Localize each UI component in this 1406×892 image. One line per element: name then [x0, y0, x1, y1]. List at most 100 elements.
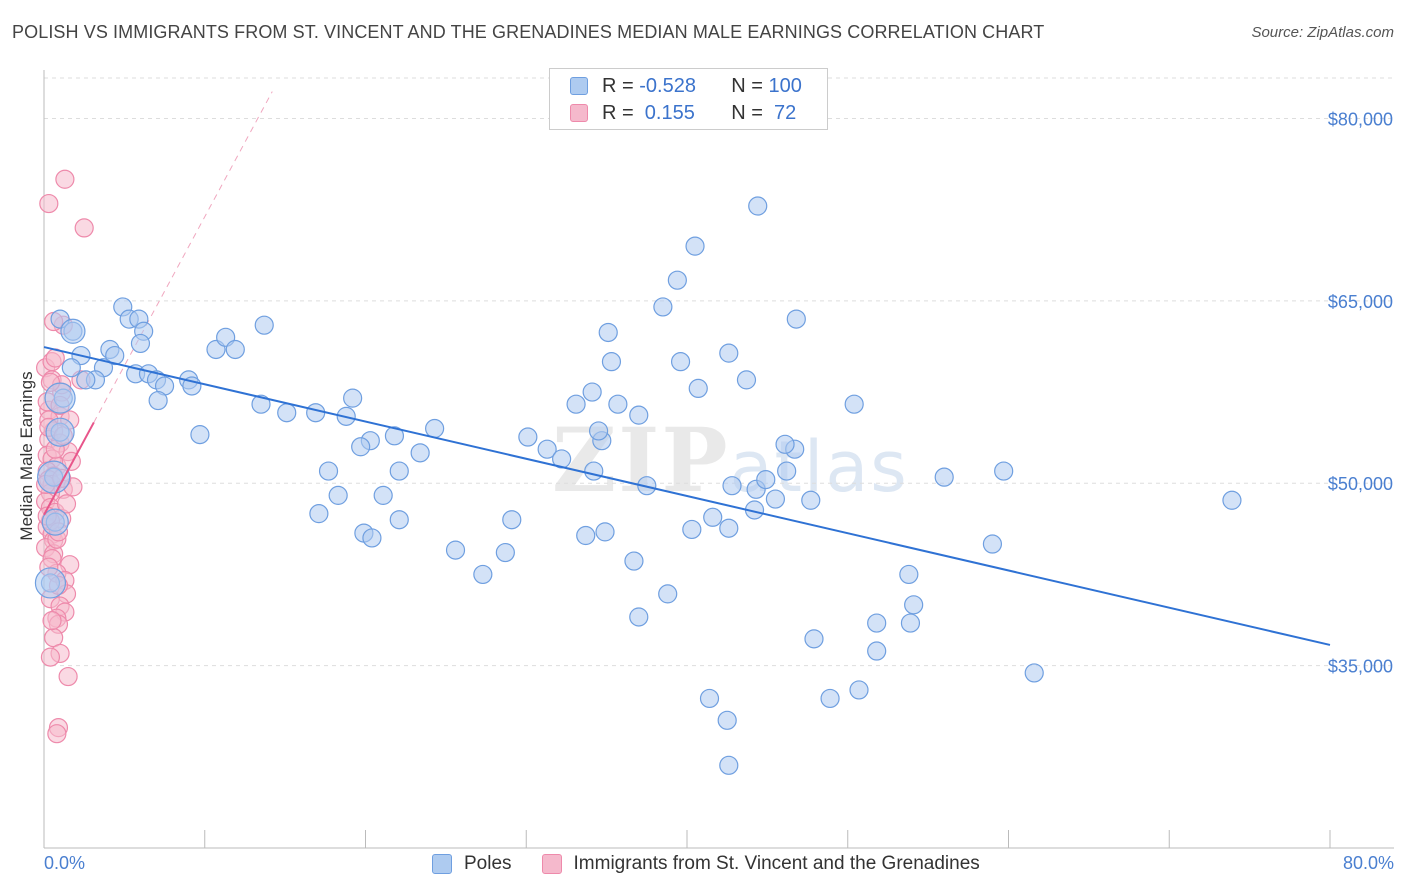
poles-point	[537, 439, 557, 459]
poles-point	[1024, 663, 1044, 683]
poles-point	[584, 461, 604, 481]
poles-point	[844, 394, 864, 414]
poles-point	[994, 461, 1014, 481]
immigrants-trend-line	[43, 421, 95, 516]
poles-point	[518, 427, 538, 447]
legend-label-immigrants: Immigrants from St. Vincent and the Gren…	[573, 853, 980, 874]
y-axis-label: Median Male Earnings	[17, 371, 36, 540]
poles-point	[148, 390, 168, 411]
poles-point	[225, 339, 245, 360]
immigrants-point	[55, 169, 75, 189]
legend-n-value: 100	[768, 74, 802, 97]
legend-swatch-poles	[432, 854, 452, 874]
poles-point	[736, 370, 757, 390]
x-tick-label-min: 0.0%	[44, 853, 85, 873]
poles-point	[608, 394, 628, 414]
poles-point	[251, 394, 271, 414]
poles-point	[786, 309, 806, 329]
poles-point	[76, 370, 96, 390]
y-tick-labels: $35,000 $50,000 $65,000 $80,000	[1328, 109, 1393, 676]
poles-point	[309, 504, 329, 524]
poles-point-large	[34, 567, 67, 599]
poles-point-large	[44, 382, 76, 414]
legend-swatch-poles	[570, 77, 588, 95]
poles-point	[899, 564, 919, 585]
legend-r-value: 0.155	[639, 101, 695, 124]
poles-point	[719, 755, 739, 775]
reference-lines	[93, 91, 273, 423]
poles-point	[629, 405, 649, 425]
poles-point-large	[41, 508, 69, 536]
poles-point	[849, 680, 869, 700]
poles-point	[765, 489, 786, 509]
poles-point	[904, 595, 924, 615]
chart-title: POLISH VS IMMIGRANTS FROM ST. VINCENT AN…	[12, 22, 1045, 42]
poles-point	[748, 196, 768, 216]
poles-point	[328, 485, 348, 505]
immigrants-point	[74, 218, 94, 238]
poles-point	[775, 434, 795, 454]
legend-n-label: N =	[731, 101, 769, 124]
correlation-legend: R = -0.528 N = 100 R = 0.155 N = 72	[549, 68, 828, 130]
poles-point	[1222, 490, 1242, 510]
legend-swatch-immigrants	[570, 104, 588, 122]
legend-label-poles: Poles	[464, 853, 512, 874]
poles-point	[717, 710, 737, 730]
poles-point	[495, 542, 515, 563]
poles-point	[306, 403, 326, 423]
poles-point	[801, 490, 821, 510]
x-axis-ticks	[204, 830, 1331, 848]
poles-point	[685, 236, 705, 256]
poles-point-large	[60, 318, 86, 344]
poles-point	[566, 394, 586, 414]
grid-lines	[44, 77, 1394, 667]
poles-point	[130, 333, 151, 354]
poles-point	[719, 518, 739, 538]
poles-point	[502, 510, 522, 530]
poles-point	[410, 443, 430, 463]
poles-point	[934, 467, 954, 487]
poles-point	[658, 584, 678, 604]
legend-r-label: R =	[602, 101, 640, 124]
poles-point	[389, 510, 409, 530]
poles-point	[318, 461, 339, 481]
legend-swatch-immigrants	[541, 854, 562, 874]
legend-n-label: N =	[731, 74, 769, 97]
poles-point	[595, 522, 615, 542]
poles-point	[601, 352, 622, 372]
poles-point	[624, 551, 644, 571]
series-immigrants-points	[36, 169, 94, 744]
poles-point	[722, 476, 742, 496]
poles-point	[777, 461, 797, 481]
poles-point	[425, 418, 445, 439]
y-tick-label: $35,000	[1328, 657, 1393, 677]
poles-point	[582, 382, 602, 402]
poles-point	[703, 507, 723, 527]
immigrants-point	[40, 647, 61, 667]
legend-r-label: R =	[602, 74, 640, 97]
poles-point	[343, 388, 363, 408]
poles-point	[629, 607, 649, 627]
poles-point	[682, 519, 702, 540]
immigrants-point	[56, 494, 77, 514]
poles-point	[982, 534, 1003, 554]
poles-trend-line	[43, 346, 1331, 646]
watermark: ZIPatlas	[552, 408, 909, 512]
poles-point	[699, 688, 720, 709]
axes	[43, 70, 1394, 849]
immigrants-point	[42, 611, 62, 631]
legend-row-immigrants: R = 0.155 N = 72	[570, 100, 796, 126]
poles-point	[820, 688, 840, 709]
poles-point	[804, 629, 824, 649]
y-tick-label: $65,000	[1328, 292, 1393, 312]
legend-row-poles: R = -0.528 N = 100	[570, 73, 802, 99]
source-credit: Source: ZipAtlas.com	[1251, 24, 1394, 41]
poles-point	[362, 528, 382, 548]
poles-point	[277, 403, 297, 423]
poles-point	[900, 613, 921, 633]
poles-point	[867, 641, 887, 661]
poles-point	[670, 352, 691, 372]
poles-point	[688, 378, 708, 398]
immigrants-point	[47, 724, 67, 744]
poles-point	[190, 425, 210, 445]
